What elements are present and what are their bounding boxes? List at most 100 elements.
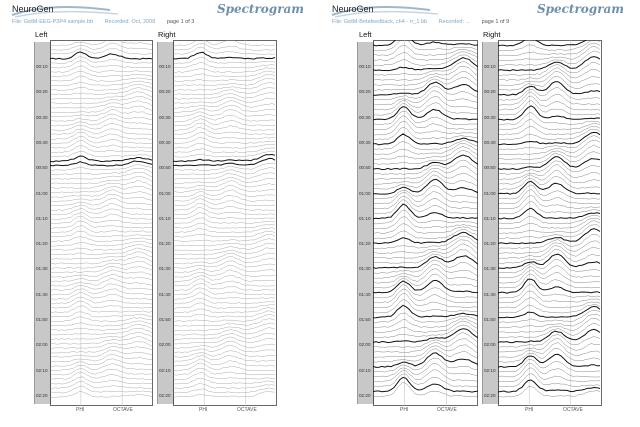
spectrum-trace — [498, 386, 601, 398]
spectrum-trace — [498, 81, 601, 96]
spectrum-trace — [50, 305, 153, 313]
time-tick: 01:40 — [484, 291, 496, 297]
spectrum-trace — [373, 328, 478, 344]
time-tick: 01:40 — [359, 291, 371, 297]
spectrum-trace — [498, 189, 601, 205]
spectrum-trace — [50, 212, 153, 220]
spectrum-trace — [50, 87, 153, 95]
time-tick: 00:30 — [359, 114, 371, 120]
spectrum-trace — [373, 40, 478, 47]
spectrum-trace — [498, 249, 601, 264]
time-tick: 01:00 — [359, 190, 371, 196]
spectrum-trace — [498, 71, 601, 86]
page-indicator: page 1 of 9 — [481, 19, 510, 25]
spectrum-trace — [498, 342, 601, 358]
time-tick: 00:30 — [484, 114, 496, 120]
spectrum-trace — [498, 304, 601, 314]
spectrum-trace — [373, 348, 478, 363]
spectrum-trace — [498, 305, 601, 319]
time-tick: 02:10 — [36, 367, 48, 373]
spectrum-trace — [373, 203, 478, 220]
spectrum-trace — [373, 249, 478, 264]
spectrum-trace — [173, 82, 276, 91]
spectrum-trace — [498, 283, 601, 299]
spectrum-trace — [50, 100, 153, 109]
spectrum-trace — [498, 278, 601, 294]
time-tick: 01:10 — [159, 215, 171, 221]
spectrogram-panel-left — [50, 40, 153, 406]
spectrum-trace — [498, 334, 601, 348]
spectrum-trace — [50, 328, 153, 336]
spectrum-trace — [498, 253, 601, 269]
time-tick: 00:20 — [36, 89, 48, 95]
spectrum-trace — [50, 51, 153, 60]
spectrum-trace — [50, 145, 153, 153]
spectrum-trace — [373, 40, 478, 52]
time-tick: 02:20 — [484, 392, 496, 398]
spectrum-trace — [498, 359, 601, 373]
spectrum-trace — [498, 259, 601, 274]
spectrum-trace — [498, 140, 601, 155]
time-tick: 01:40 — [36, 291, 48, 297]
time-tick: 00:10 — [484, 64, 496, 69]
spectrum-trace — [373, 66, 478, 81]
spectrum-trace — [498, 87, 601, 101]
time-tick: 02:10 — [159, 367, 171, 373]
spectrum-trace — [373, 304, 478, 319]
spectrum-trace — [173, 252, 276, 260]
time-tick: 01:30 — [484, 266, 496, 272]
spectrum-trace — [173, 336, 276, 345]
spectrum-trace — [498, 313, 601, 328]
spectrum-trace — [173, 350, 276, 358]
spectrum-trace — [498, 240, 601, 254]
panel-border — [173, 40, 277, 406]
file-name: File: GetM-Betafeedback, ch4 - rr_1.bb — [332, 19, 428, 25]
spectrum-trace — [498, 67, 601, 81]
spectrogram-panel-left — [373, 40, 478, 406]
spectrum-trace — [373, 239, 478, 254]
spectrum-trace — [173, 172, 276, 180]
time-tick: 00:40 — [484, 139, 496, 145]
spectrum-trace — [373, 357, 478, 373]
spectrum-trace — [373, 102, 478, 116]
spectrum-trace — [498, 118, 601, 131]
spectrum-trace — [50, 123, 153, 131]
spectrum-trace — [50, 225, 152, 234]
spectrum-trace — [498, 180, 601, 195]
spectrum-trace — [50, 208, 152, 216]
spectrum-trace — [498, 40, 601, 51]
spectrum-trace — [373, 332, 478, 348]
spectrum-trace — [50, 113, 153, 122]
spectrum-trace — [50, 311, 152, 318]
spectrum-trace — [173, 260, 276, 269]
spectrum-trace — [373, 318, 478, 328]
spectrum-trace — [498, 310, 601, 323]
time-tick: 00:50 — [484, 165, 496, 171]
time-tick: 01:40 — [159, 291, 171, 297]
time-tick: 00:30 — [36, 114, 48, 120]
spectrum-trace — [50, 136, 153, 144]
spectrum-trace — [498, 40, 587, 47]
spectrum-trace — [498, 373, 601, 388]
spectrum-trace — [373, 243, 478, 259]
recorded-date: Recorded: ... — [438, 19, 471, 25]
spectrum-trace — [50, 341, 153, 349]
spectrum-trace — [498, 337, 600, 353]
spectrum-trace — [50, 274, 153, 282]
recorded-date: Recorded: Oct, 2008 — [104, 19, 156, 25]
spectrum-trace — [498, 176, 601, 190]
spectrum-trace — [50, 368, 152, 376]
spectrum-trace — [50, 316, 153, 322]
spectrum-trace — [173, 217, 276, 224]
channel-label-left: Left — [359, 30, 372, 39]
spectrum-trace — [373, 61, 478, 76]
spectrum-trace — [173, 184, 276, 193]
spectrum-trace — [498, 273, 601, 289]
spectrum-trace — [373, 268, 478, 284]
spectrum-trace — [373, 115, 478, 131]
spectrum-trace — [373, 149, 478, 165]
spectrum-trace — [373, 338, 478, 353]
spectrum-trace — [498, 160, 601, 175]
spectrum-trace — [173, 195, 276, 202]
time-tick: 02:00 — [484, 342, 496, 348]
